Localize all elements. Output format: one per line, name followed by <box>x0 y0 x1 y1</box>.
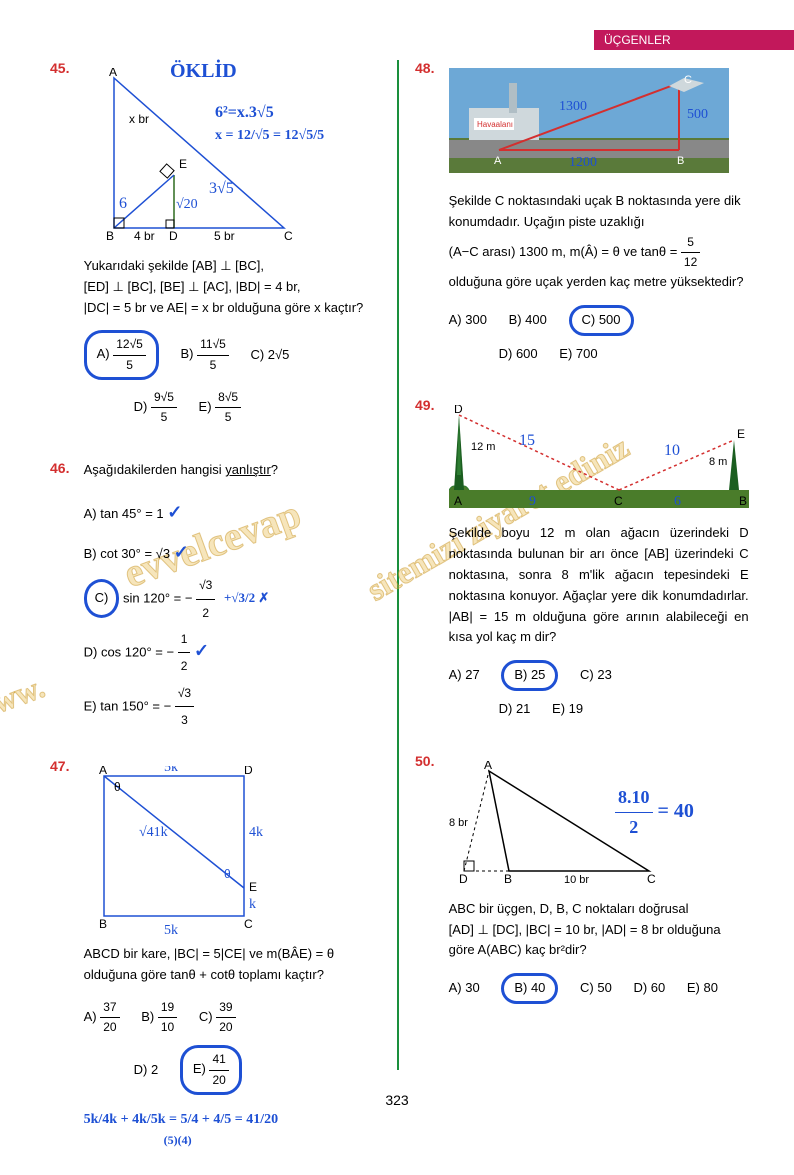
q50-t1: ABC bir üçgen, D, B, C noktaları doğrusa… <box>449 899 749 920</box>
q48-t3: olduğuna göre uçak yerden kaç metre yüks… <box>449 272 749 293</box>
svg-text:D: D <box>459 872 468 886</box>
svg-text:E: E <box>249 880 257 894</box>
q45-text3: |DC| = 5 br ve AE| = x br olduğuna göre … <box>84 298 384 319</box>
svg-text:C: C <box>244 917 253 931</box>
svg-text:A: A <box>454 494 462 508</box>
watermark-2: www. <box>0 668 50 729</box>
svg-text:B: B <box>504 872 512 886</box>
svg-text:A: A <box>484 761 492 772</box>
q50-ann: 8.102 = 40 <box>615 783 694 842</box>
svg-text:B: B <box>677 155 684 167</box>
question-47: 47. A D B C E θ 5k √41k 4k k 5k θ ABCD b… <box>50 758 390 1150</box>
svg-text:12 m: 12 m <box>471 441 495 453</box>
q48-t1: Şekilde C noktasındaki uçak B noktasında… <box>449 191 749 233</box>
q45-text2: [ED] ⊥ [BC], [BE] ⊥ [AC], |BD| = 4 br, <box>84 277 384 298</box>
svg-text:D: D <box>244 766 253 777</box>
q45-A: A <box>109 68 117 79</box>
question-45: 45. ÖKLİD A B C D E x br 4 br 5 br 6 3√5 <box>50 60 390 435</box>
header-bar: ÜÇGENLER <box>594 30 794 50</box>
svg-text:E: E <box>179 157 187 171</box>
svg-text:500: 500 <box>687 107 708 122</box>
svg-text:C: C <box>614 494 623 508</box>
svg-text:6: 6 <box>119 195 127 212</box>
svg-text:5 br: 5 br <box>214 229 235 243</box>
svg-text:A: A <box>99 766 107 777</box>
svg-text:8 br: 8 br <box>449 817 468 829</box>
page-number: 323 <box>385 1092 408 1108</box>
q50-t2: [AD] ⊥ [DC], |BC| = 10 br, |AD| = 8 br o… <box>449 920 749 962</box>
question-49: 49. D E A C B 12 m 8 m 15 10 9 6 <box>415 397 755 727</box>
svg-text:C: C <box>284 229 293 243</box>
svg-text:9: 9 <box>529 494 536 509</box>
q47-text2: olduğuna göre tanθ + cotθ toplamı kaçtır… <box>84 965 384 986</box>
question-50: 50. 8.102 = 40 A D B C 8 br 10 br ABC bi… <box>415 753 755 1012</box>
svg-text:C: C <box>647 872 656 886</box>
q49-num: 49. <box>415 397 445 413</box>
svg-text:θ: θ <box>114 780 121 794</box>
svg-text:x br: x br <box>129 112 149 126</box>
svg-text:5k: 5k <box>164 923 178 936</box>
q45-text1: Yukarıdaki şekilde [AB] ⊥ [BC], <box>84 256 384 277</box>
q47-diagram: A D B C E θ 5k √41k 4k k 5k θ <box>84 766 304 936</box>
q48-diagram: Havaalanı A B C 1300 500 1200 <box>449 68 729 183</box>
svg-text:1200: 1200 <box>569 155 597 170</box>
right-column: 48. Havaalanı A B C 1300 500 1200 <box>415 60 755 1037</box>
svg-text:k: k <box>249 897 256 912</box>
svg-text:10 br: 10 br <box>564 874 589 886</box>
svg-text:C: C <box>684 74 692 86</box>
q45-ann-eq1: 6²=x.3√5 <box>215 100 274 126</box>
svg-text:√20: √20 <box>176 197 198 212</box>
svg-text:3√5: 3√5 <box>209 180 234 197</box>
q48-t2: (A−C arası) 1300 m, m(Â) = θ ve tanθ = 5… <box>449 233 749 272</box>
svg-text:A: A <box>494 155 502 167</box>
header-title: ÜÇGENLER <box>604 33 671 47</box>
q45-diagram: A B C D E x br 4 br 5 br 6 3√5 √20 <box>84 68 344 248</box>
question-48: 48. Havaalanı A B C 1300 500 1200 <box>415 60 755 372</box>
q50-num: 50. <box>415 753 445 769</box>
svg-text:D: D <box>169 229 178 243</box>
svg-text:10: 10 <box>664 442 680 459</box>
svg-text:15: 15 <box>519 432 535 449</box>
q48-num: 48. <box>415 60 445 76</box>
q46-text: Aşağıdakilerden hangisi <box>84 462 226 477</box>
question-46: 46. Aşağıdakilerden hangisi yanlıştır? A… <box>50 460 390 733</box>
q45-ann-title: ÖKLİD <box>170 55 237 87</box>
svg-text:4 br: 4 br <box>134 229 155 243</box>
svg-text:Havaalanı: Havaalanı <box>477 120 513 129</box>
svg-text:4k: 4k <box>249 825 263 840</box>
svg-text:8 m: 8 m <box>709 456 727 468</box>
q47-text1: ABCD bir kare, |BC| = 5|CE| ve m(BÂE) = … <box>84 944 384 965</box>
svg-text:B: B <box>739 494 747 508</box>
svg-text:1300: 1300 <box>559 99 587 114</box>
svg-text:B: B <box>106 229 114 243</box>
svg-text:B: B <box>99 917 107 931</box>
q49-diagram: D E A C B 12 m 8 m 15 10 9 6 <box>449 405 749 515</box>
q46-under: yanlıştır <box>225 462 271 477</box>
q47-num: 47. <box>50 758 80 774</box>
svg-text:E: E <box>737 427 745 441</box>
q45-num: 45. <box>50 60 80 76</box>
svg-text:θ: θ <box>224 867 231 881</box>
q46-num: 46. <box>50 460 80 476</box>
q45-ann-eq2: x = 12/√5 = 12√5/5 <box>215 125 385 147</box>
svg-text:√41k: √41k <box>139 825 168 840</box>
left-column: 45. ÖKLİD A B C D E x br 4 br 5 br 6 3√5 <box>50 60 390 1175</box>
q45-options: A) 12√55 B) 11√55 C) 2√5 D) 9√55 E) 8√55 <box>84 330 384 435</box>
q49-text: Şekilde boyu 12 m olan ağacın üzerindeki… <box>449 523 749 648</box>
svg-text:6: 6 <box>674 494 681 509</box>
q47-work2: (5)(4) <box>164 1131 384 1150</box>
q47-work: 5k/4k + 4k/5k = 5/4 + 4/5 = 41/20 <box>84 1109 384 1131</box>
svg-text:D: D <box>454 405 463 416</box>
column-divider <box>397 60 399 1070</box>
svg-text:5k: 5k <box>164 766 178 775</box>
